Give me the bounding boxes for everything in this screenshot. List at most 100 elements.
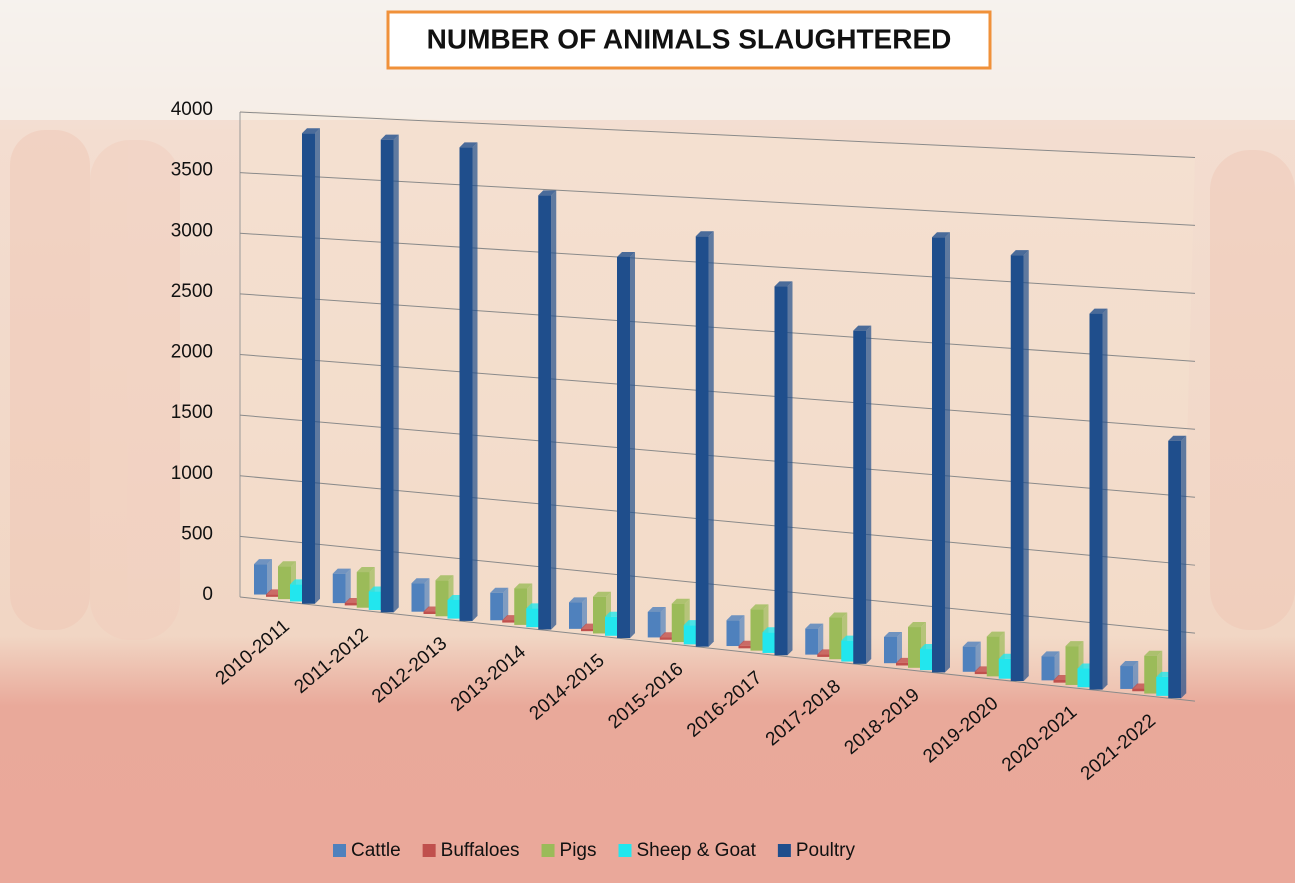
legend-swatch: [333, 844, 346, 857]
bar: [1168, 441, 1181, 698]
bar-group: [1168, 436, 1186, 698]
bar: [817, 654, 830, 657]
bar: [448, 600, 461, 619]
bar-side: [1024, 250, 1029, 681]
bar: [514, 589, 527, 625]
bar: [648, 612, 661, 638]
bar: [1054, 680, 1067, 683]
bar-group: [805, 624, 823, 655]
bar: [727, 620, 740, 646]
bar: [696, 236, 709, 646]
bar: [884, 637, 897, 663]
bar-group: [1120, 661, 1138, 689]
y-tick-label: 3000: [171, 220, 213, 241]
bar: [1090, 314, 1103, 690]
legend-swatch: [423, 844, 436, 857]
legend-swatch: [778, 844, 791, 857]
bar-group: [1090, 309, 1108, 690]
chart: NUMBER OF ANIMALS SLAUGHTERED 0 500 1000 15…: [0, 0, 1295, 883]
bar: [526, 608, 539, 627]
bar-group: [1011, 250, 1029, 681]
bar: [266, 594, 279, 596]
bar: [775, 286, 788, 655]
bar: [739, 646, 752, 649]
bar: [1042, 656, 1055, 680]
legend-swatch: [542, 844, 555, 857]
bar: [605, 617, 618, 636]
legend-label: Sheep & Goat: [637, 840, 757, 861]
bar: [333, 574, 346, 603]
bar: [581, 629, 594, 632]
bar-side: [551, 190, 556, 629]
bar: [345, 603, 358, 605]
bar: [254, 564, 267, 594]
bar: [436, 580, 449, 616]
y-tick-label: 1500: [171, 402, 213, 423]
bar: [763, 632, 776, 653]
legend-label: Poultry: [796, 840, 856, 861]
bar: [460, 147, 473, 621]
bar-side: [788, 281, 793, 655]
bar-side: [1181, 436, 1186, 698]
bar: [987, 637, 1000, 677]
bar-group: [538, 190, 556, 629]
bar: [920, 649, 933, 670]
bar-side: [394, 135, 399, 613]
legend-swatch: [619, 844, 632, 857]
bar: [424, 612, 437, 614]
bar: [617, 257, 630, 638]
bar: [975, 671, 988, 674]
bar-side: [1103, 309, 1108, 690]
bar: [1156, 677, 1169, 696]
bar: [490, 593, 503, 621]
y-tick-label: 2000: [171, 342, 213, 363]
bar: [569, 602, 582, 629]
y-tick-label: 1000: [171, 463, 213, 484]
chart-title: NUMBER OF ANIMALS SLAUGHTERED: [427, 23, 952, 54]
y-tick-label: 0: [202, 584, 213, 605]
bar: [369, 592, 382, 610]
legend-label: Pigs: [560, 840, 597, 861]
bar: [684, 625, 697, 644]
y-tick-label: 500: [181, 523, 213, 544]
y-tick-label: 2500: [171, 281, 213, 302]
bar-group: [302, 128, 320, 603]
bar-group: [884, 632, 902, 663]
bar: [278, 566, 291, 599]
bar-group: [727, 615, 745, 646]
bar: [805, 629, 818, 655]
bar-side: [945, 232, 950, 672]
bar: [841, 641, 854, 662]
bar: [1011, 255, 1024, 681]
bar-group: [696, 231, 714, 646]
bar: [829, 618, 842, 660]
bar-side: [473, 142, 478, 621]
bar: [302, 133, 315, 603]
y-tick-label: 4000: [171, 99, 213, 120]
bar-group: [460, 142, 478, 621]
bar: [908, 627, 921, 668]
bar: [1066, 646, 1079, 685]
bar-group: [254, 559, 272, 594]
bar: [932, 237, 945, 672]
bar: [672, 604, 685, 642]
bar: [357, 572, 370, 608]
y-tick-label: 3500: [171, 160, 213, 181]
bar-side: [267, 559, 272, 594]
bar-side: [709, 231, 714, 646]
bar-group: [569, 597, 587, 629]
bar: [290, 584, 303, 601]
legend-label: Buffaloes: [441, 840, 520, 861]
bar-group: [853, 326, 871, 664]
bar: [751, 609, 764, 650]
bar-group: [412, 578, 430, 611]
page: NUMBER OF ANIMALS SLAUGHTERED 0 500 1000 15…: [0, 0, 1295, 888]
bar: [896, 663, 909, 666]
bar-group: [648, 607, 666, 638]
legend-label: Cattle: [351, 840, 401, 861]
bar-group: [775, 281, 793, 655]
bar-group: [932, 232, 950, 672]
bar: [412, 583, 425, 611]
bar: [593, 597, 606, 634]
bar-group: [490, 588, 508, 621]
